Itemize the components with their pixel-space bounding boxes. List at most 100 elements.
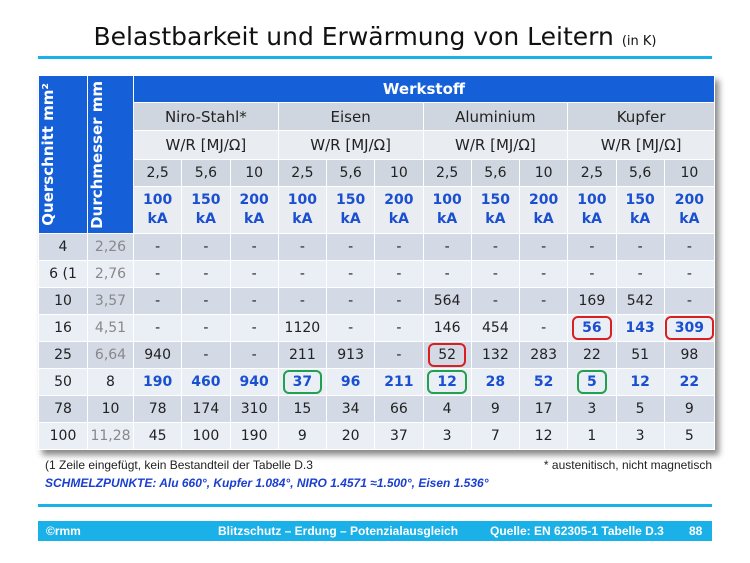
current-value: 100 kA <box>567 186 617 234</box>
material-header: Aluminium <box>422 102 569 131</box>
red-highlight: 309 <box>664 316 714 340</box>
querschnitt-cell: 78 <box>38 395 88 423</box>
wr-value: 5,6 <box>615 159 665 187</box>
current-value: 150 kA <box>181 186 231 234</box>
value-cell: 22 <box>567 341 617 369</box>
value-cell: - <box>374 233 424 261</box>
value-cell: 174 <box>181 395 231 423</box>
material-header: Eisen <box>277 102 424 131</box>
material-header: Kupfer <box>567 102 715 131</box>
wr-value: 5,6 <box>470 159 521 187</box>
current-value: 200 kA <box>663 186 715 234</box>
value-cell: - <box>615 233 665 261</box>
querschnitt-cell: 6 (1 <box>38 260 88 288</box>
page-number: 88 <box>689 524 703 538</box>
querschnitt-cell: 100 <box>38 422 88 450</box>
werkstoff-header: Werkstoff <box>133 75 715 103</box>
value-cell: - <box>567 233 617 261</box>
page-title: Belastbarkeit und Erwärmung von Leitern … <box>0 22 750 51</box>
title-divider <box>38 56 712 59</box>
value-cell: 5 <box>615 395 665 423</box>
footer-source: Quelle: EN 62305-1 Tabelle D.3 <box>490 524 664 538</box>
value-cell: 52 <box>518 368 569 396</box>
value-cell: - <box>374 314 424 342</box>
value-cell: - <box>470 233 521 261</box>
wr-value: 10 <box>229 159 279 187</box>
value-cell-highlighted: 56 <box>567 314 617 342</box>
value-cell: - <box>181 260 231 288</box>
value-cell: 3 <box>422 422 472 450</box>
footer-topic: Blitzschutz – Erdung – Potenzialausgleic… <box>218 524 459 538</box>
value-cell: 190 <box>132 368 183 396</box>
durchmesser-cell: 2,26 <box>87 233 134 261</box>
value-cell: 7 <box>470 422 521 450</box>
value-cell: 913 <box>325 341 376 369</box>
value-cell: 211 <box>277 341 328 369</box>
value-cell: 3 <box>615 422 665 450</box>
value-cell-highlighted: 12 <box>422 368 472 396</box>
durchmesser-cell: 10 <box>87 395 134 423</box>
green-highlight: 5 <box>577 370 607 394</box>
wr-label: W/R [MJ/Ω] <box>277 130 424 160</box>
footer-bar: ©rmm Blitzschutz – Erdung – Potenzialaus… <box>38 521 712 541</box>
table-row: 50 8 190 460 940 37 96 211 12 28 52 5 12 22 <box>38 368 715 396</box>
wr-label: W/R [MJ/Ω] <box>133 130 279 160</box>
value-cell: - <box>663 260 715 288</box>
wr-value: 10 <box>374 159 424 187</box>
durchmesser-cell: 11,28 <box>87 422 134 450</box>
durchmesser-cell: 3,57 <box>87 287 134 315</box>
title-text: Belastbarkeit und Erwärmung von Leitern <box>93 22 614 51</box>
value-cell: 9 <box>470 395 521 423</box>
current-value: 150 kA <box>325 186 376 234</box>
value-cell: 460 <box>181 368 231 396</box>
value-cell: 12 <box>615 368 665 396</box>
footnote: (1 Zeile eingefügt, kein Bestandteil der… <box>45 458 313 472</box>
value-cell: - <box>615 260 665 288</box>
value-cell: - <box>181 341 231 369</box>
value-cell: 1 <box>567 422 617 450</box>
wr-value: 2,5 <box>132 159 183 187</box>
value-cell: 564 <box>422 287 472 315</box>
current-value: 100 kA <box>132 186 183 234</box>
wr-value: 5,6 <box>325 159 376 187</box>
value-cell: - <box>229 260 279 288</box>
durchmesser-cell: 6,64 <box>87 341 134 369</box>
value-cell: - <box>325 233 376 261</box>
value-cell: 100 <box>181 422 231 450</box>
value-cell: 454 <box>470 314 521 342</box>
current-value: 200 kA <box>518 186 569 234</box>
value-cell: 5 <box>663 422 715 450</box>
table-row: 25 6,64 940- -211 913-52 132 283 22 51 98 <box>38 341 715 369</box>
col-header-querschnitt: Querschnitt mm² <box>38 75 88 234</box>
value-cell: 940 <box>229 368 279 396</box>
table-row: 6 (1 2,76- - - - - - - - - - - - <box>38 260 715 288</box>
querschnitt-cell: 50 <box>38 368 88 396</box>
value-cell: 211 <box>374 368 424 396</box>
value-cell: - <box>518 314 569 342</box>
table-row: 78 10 78 174 310 15 34 66 4 9 17 3 5 9 <box>38 395 715 423</box>
value-cell: - <box>663 233 715 261</box>
value-cell: - <box>132 260 183 288</box>
value-cell: - <box>181 287 231 315</box>
value-cell: 542 <box>615 287 665 315</box>
value-cell: 310 <box>229 395 279 423</box>
value-cell-highlighted: 5 <box>567 368 617 396</box>
table-row: 4 2,26- - - - - - - - - - - - <box>38 233 715 261</box>
value-cell: 12 <box>518 422 569 450</box>
green-highlight: 12 <box>427 370 467 394</box>
value-cell: - <box>374 260 424 288</box>
material-header: Niro-Stahl* <box>133 102 279 131</box>
title-unit: (in K) <box>621 34 657 49</box>
red-highlight: 52 <box>428 343 467 367</box>
durchmesser-cell: 2,76 <box>87 260 134 288</box>
value-cell: - <box>229 341 279 369</box>
value-cell: 96 <box>325 368 376 396</box>
value-cell: 1120 <box>277 314 328 342</box>
value-cell: - <box>374 341 424 369</box>
wr-value: 2,5 <box>422 159 472 187</box>
table-row: 10 3,57- - - - - -564- -169 542- <box>38 287 715 315</box>
value-cell: 190 <box>229 422 279 450</box>
current-value: 100 kA <box>277 186 328 234</box>
value-cell: 34 <box>325 395 376 423</box>
value-cell: 37 <box>374 422 424 450</box>
